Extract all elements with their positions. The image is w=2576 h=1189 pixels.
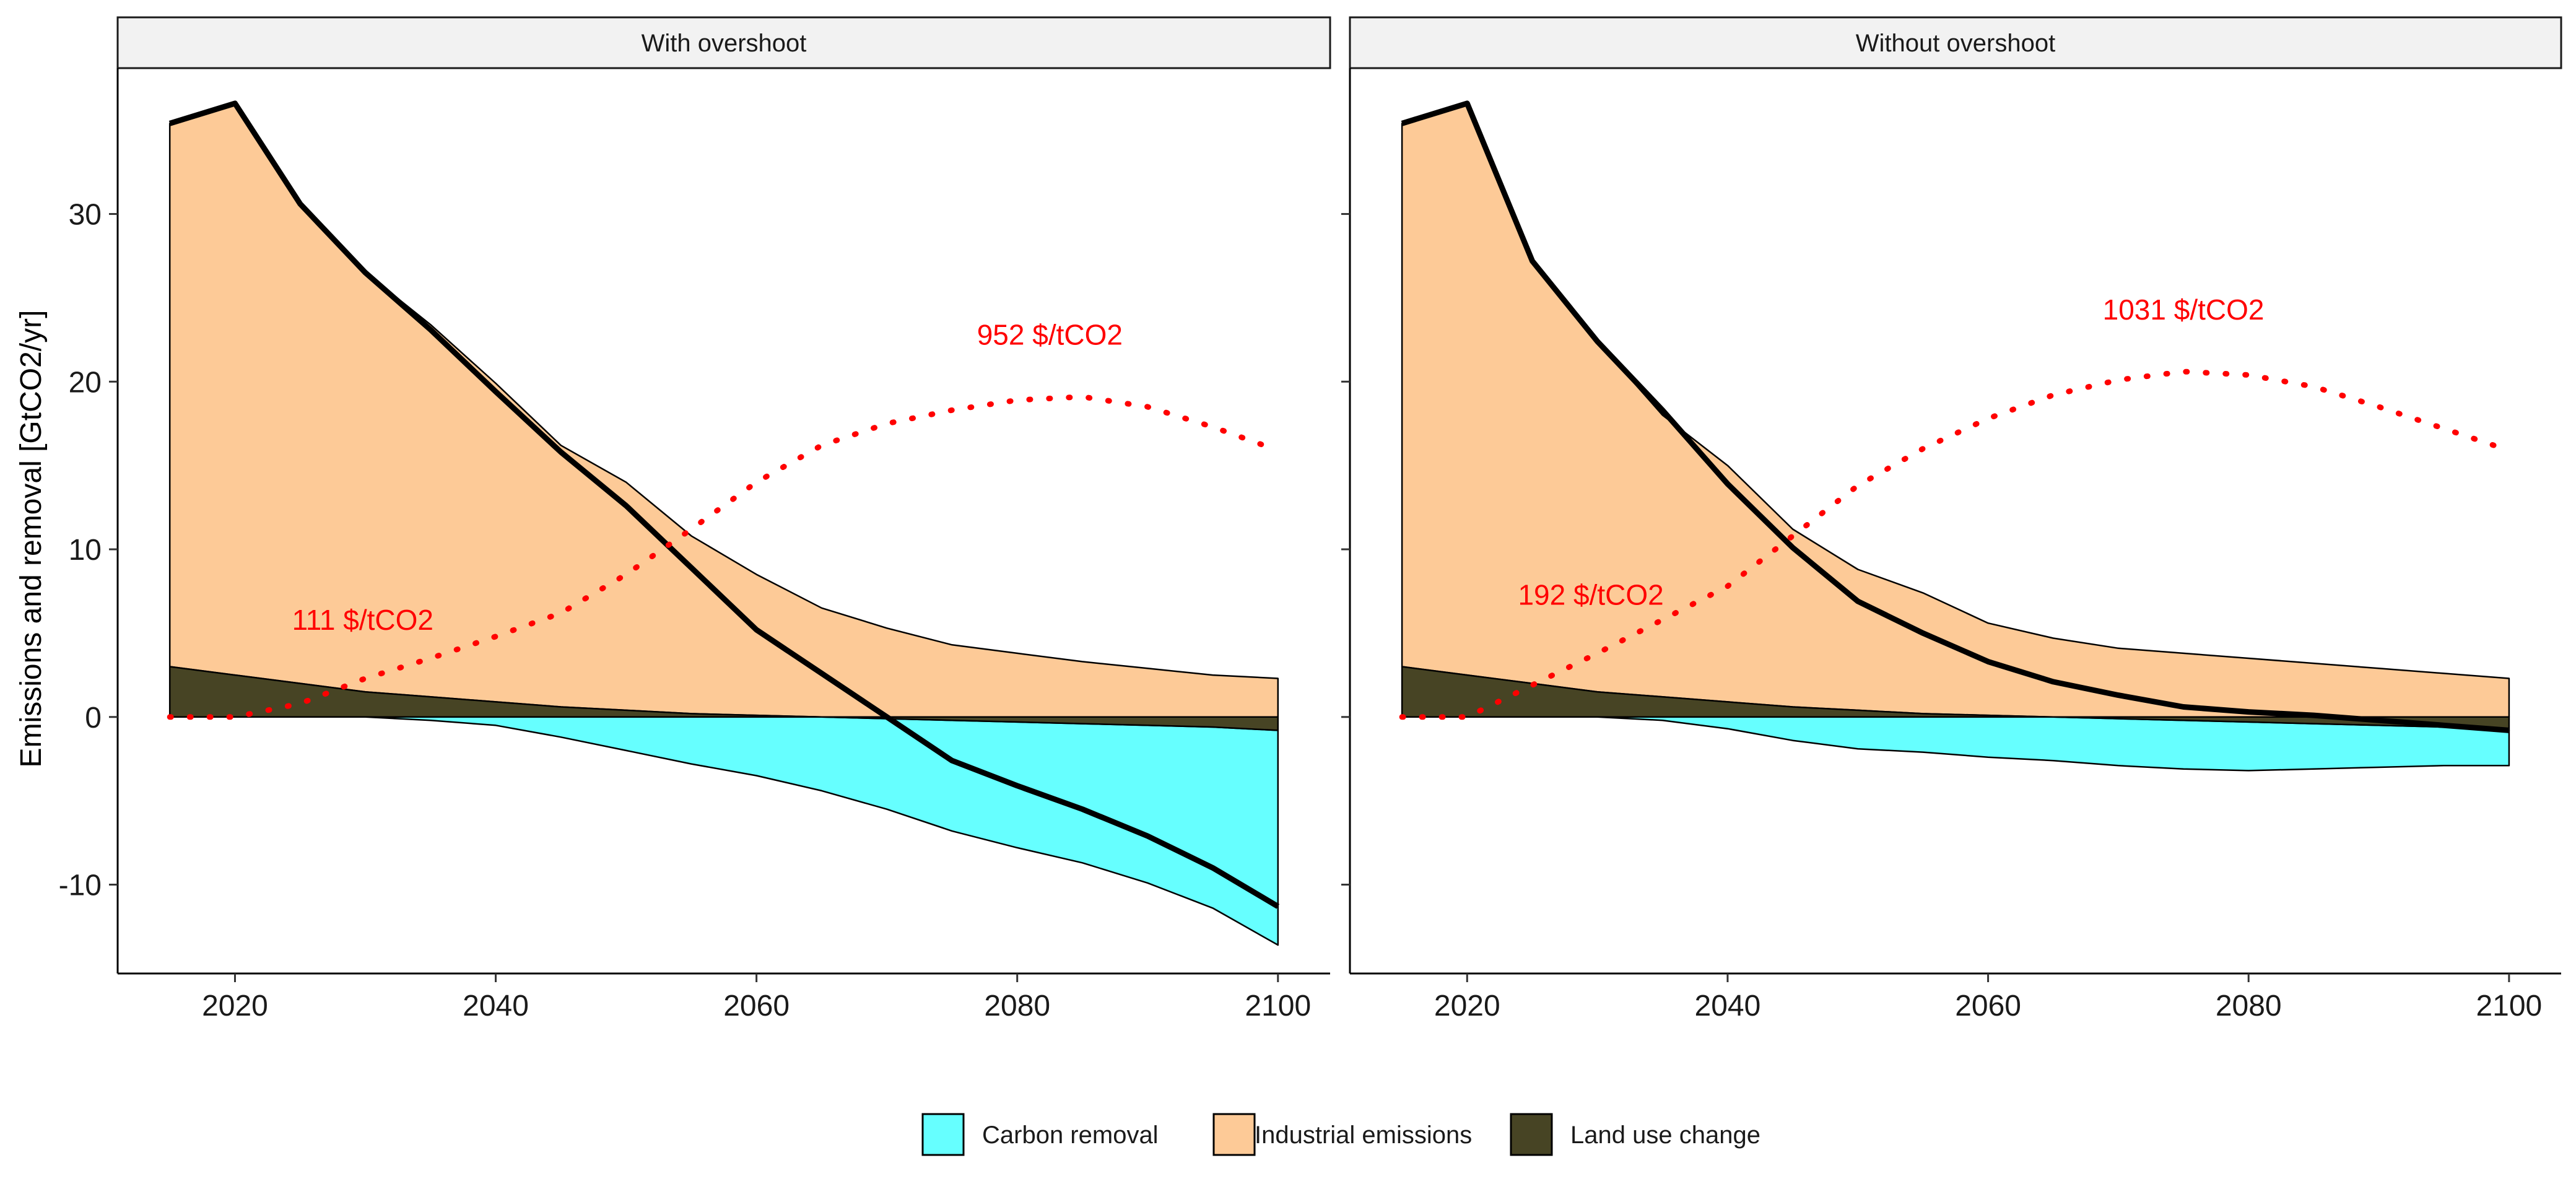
legend-item-industrial-emissions: Industrial emissions: [1212, 1113, 1472, 1156]
carbon-price-line-without-overshoot: [1399, 368, 2512, 720]
legend-label-industrial-emissions: Industrial emissions: [1255, 1121, 1472, 1149]
x-tick-label-with-overshoot-2060: 2060: [723, 990, 790, 1022]
price-label-with-overshoot-0: 111 $/tCO2: [292, 604, 433, 636]
x-tick-label-with-overshoot-2100: 2100: [1245, 990, 1311, 1022]
y-tick-label-30: 30: [69, 199, 102, 232]
legend: Carbon removal Industrial emissions Land…: [921, 1113, 1760, 1156]
legend-key-industrial-emissions: [1212, 1113, 1256, 1156]
x-tick-label-with-overshoot-2040: 2040: [463, 990, 529, 1022]
strip-label-with-overshoot: With overshoot: [642, 30, 807, 57]
x-tick-label-without-overshoot-2060: 2060: [1955, 990, 2021, 1022]
price-label-without-overshoot-0: 192 $/tCO2: [1518, 578, 1663, 611]
x-tick-label-with-overshoot-2020: 2020: [202, 990, 268, 1022]
y-tick-label--10: -10: [59, 869, 102, 902]
strip-with-overshoot: [116, 16, 1331, 69]
legend-key-land-use-change: [1510, 1113, 1553, 1156]
x-tick-label-without-overshoot-2080: 2080: [2216, 990, 2282, 1022]
legend-item-carbon-removal: Carbon removal: [921, 1113, 1159, 1156]
x-tick-label-without-overshoot-2020: 2020: [1434, 990, 1500, 1022]
legend-key-carbon-removal: [921, 1113, 965, 1156]
y-tick-label-0: 0: [85, 702, 102, 734]
x-tick-label-without-overshoot-2100: 2100: [2476, 990, 2542, 1022]
legend-label-land-use-change: Land use change: [1570, 1121, 1760, 1149]
price-label-with-overshoot-1: 952 $/tCO2: [977, 319, 1123, 351]
price-label-without-overshoot-1: 1031 $/tCO2: [2103, 294, 2265, 326]
strip-without-overshoot: [1349, 16, 2562, 69]
net-emissions-line-with-overshoot: [168, 100, 1280, 909]
area-land-use-change-with-overshoot: [168, 666, 1279, 731]
legend-item-land-use-change: Land use change: [1510, 1113, 1760, 1156]
strip-label-without-overshoot: Without overshoot: [1856, 30, 2055, 57]
x-tick-label-with-overshoot-2080: 2080: [984, 990, 1050, 1022]
legend-label-carbon-removal: Carbon removal: [982, 1121, 1159, 1149]
x-tick-label-without-overshoot-2040: 2040: [1695, 990, 1761, 1022]
area-carbon-removal-with-overshoot: [168, 716, 1279, 946]
y-axis-title: Emissions and removal [GtCO2/yr]: [15, 310, 48, 768]
net-emissions-line-without-overshoot: [1401, 100, 2510, 733]
y-tick-label-10: 10: [69, 534, 102, 567]
area-industrial-emissions-without-overshoot: [1401, 102, 2510, 718]
panel-without-overshoot: Without overshoot 192 $/tCO2 1031 $/tCO2 20…: [1341, 16, 2562, 1022]
y-tick-label-20: 20: [69, 366, 102, 399]
